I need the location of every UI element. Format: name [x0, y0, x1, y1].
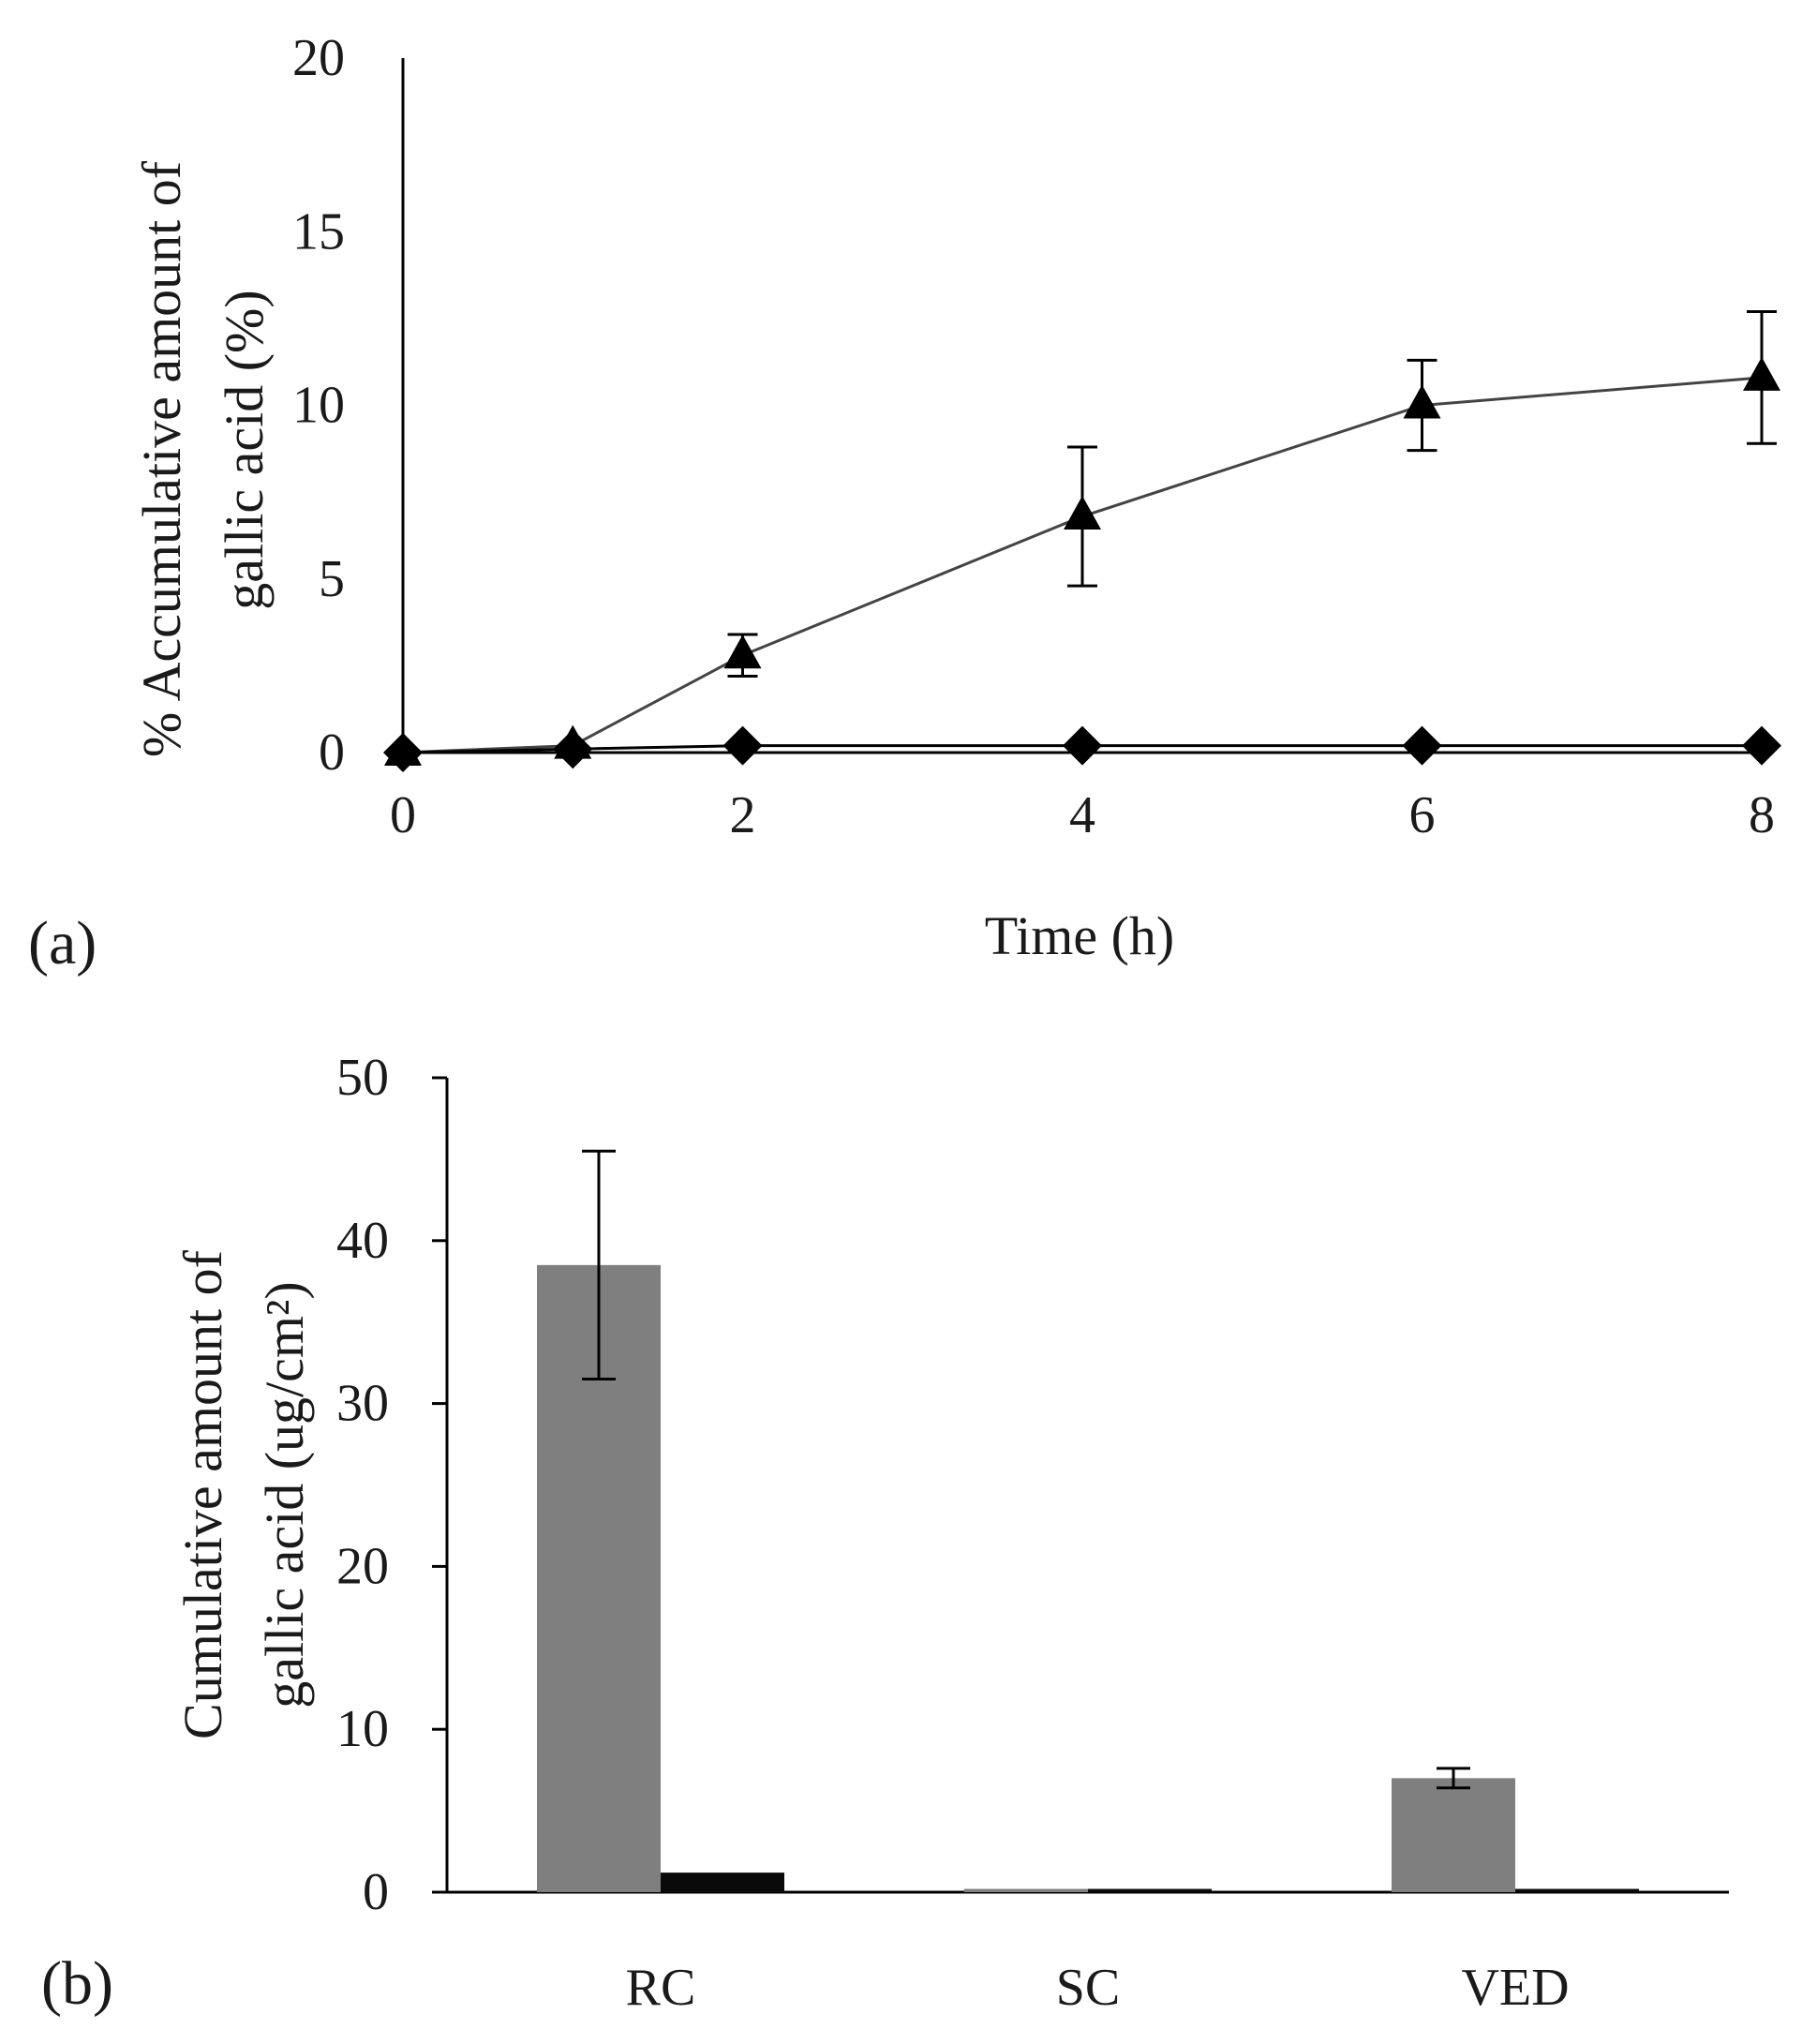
panel-b-error-bar — [582, 1149, 616, 1381]
panel-a-x-tick-label: 8 — [1749, 786, 1775, 844]
panel-a-tick-labels: 0 2 4 6 8 0 5 10 15 20 — [292, 29, 1775, 844]
panel-a-triangle-point — [1064, 496, 1101, 530]
panel-a-series-0 — [384, 309, 1780, 766]
panel-b-y-axis-title-line-2: gallic acid (ug/cm²) — [254, 1281, 315, 1708]
panel-b-bars — [537, 1149, 1639, 1892]
panel-a-triangle-point — [723, 634, 762, 669]
panel-a-y-tick-label: 20 — [292, 29, 345, 87]
panel-b-bar — [964, 1888, 1088, 1892]
panel-a-triangle-point — [1403, 384, 1441, 419]
panel-a-y-tick-label: 15 — [292, 202, 345, 261]
panel-a-diamond-point — [553, 729, 593, 769]
panel-b-bar — [1392, 1778, 1515, 1892]
panel-b-y-tick-label: 20 — [336, 1537, 389, 1595]
panel-a-x-tick-label: 6 — [1409, 786, 1436, 844]
panel-a-series-1 — [383, 725, 1781, 772]
panel-b-label: (b) — [41, 1949, 113, 2018]
panel-a-axes — [401, 58, 1762, 754]
panel-b-bar — [661, 1872, 784, 1892]
panel-a-y-tick-label: 10 — [292, 377, 345, 435]
panel-b-y-tick-label: 40 — [336, 1212, 389, 1270]
panel-a-diamond-point — [1402, 725, 1442, 766]
panel-b-category-label: SC — [1056, 1959, 1121, 2017]
panel-b-bar — [1515, 1888, 1639, 1892]
panel-b-category-label: RC — [626, 1959, 696, 2017]
panel-b-tick-labels: 0 10 20 30 40 50 RC SC VED — [336, 1049, 1570, 2017]
panel-a-series-line — [402, 744, 1762, 754]
panel-a-diamond-point — [1742, 725, 1781, 766]
panel-a-line-chart: 0 2 4 6 8 0 5 10 15 20 Time (h) % Accumulative am… — [28, 29, 1781, 977]
panel-a-series — [383, 309, 1781, 772]
panel-a-y-tick-label: 5 — [319, 550, 345, 608]
panel-b-y-tick-label: 0 — [363, 1863, 389, 1921]
panel-a-y-axis-title-line-1: % Accumulative amount of — [131, 160, 192, 757]
panel-b-y-tick-label: 50 — [336, 1049, 389, 1107]
panel-a-diamond-point — [1063, 725, 1102, 766]
panel-b-error-bar — [1437, 1767, 1470, 1790]
panel-a-x-tick-label: 0 — [390, 786, 416, 844]
panel-a-y-tick-label: 0 — [319, 724, 345, 782]
panel-a-diamond-point — [383, 733, 423, 772]
panel-a-triangle-point — [1743, 356, 1780, 391]
panel-a-y-axis-title-line-2: gallic acid (%) — [214, 290, 275, 609]
panel-a-label: (a) — [28, 909, 97, 977]
panel-a-x-tick-label: 4 — [1069, 786, 1095, 844]
panel-b-category-label: VED — [1461, 1959, 1569, 2017]
panel-b-y-tick-label: 30 — [336, 1375, 389, 1433]
panel-a-diamond-point — [722, 725, 763, 766]
panel-a-series-line — [402, 376, 1763, 754]
panel-b-bar — [1088, 1888, 1212, 1892]
panel-a-x-tick-label: 2 — [730, 786, 756, 844]
panel-b-y-tick-label: 10 — [336, 1700, 389, 1758]
panel-a-x-axis-title: Time (h) — [985, 905, 1175, 966]
panel-b-y-axis-title-line-1: Cumulative amount of — [172, 1249, 233, 1739]
